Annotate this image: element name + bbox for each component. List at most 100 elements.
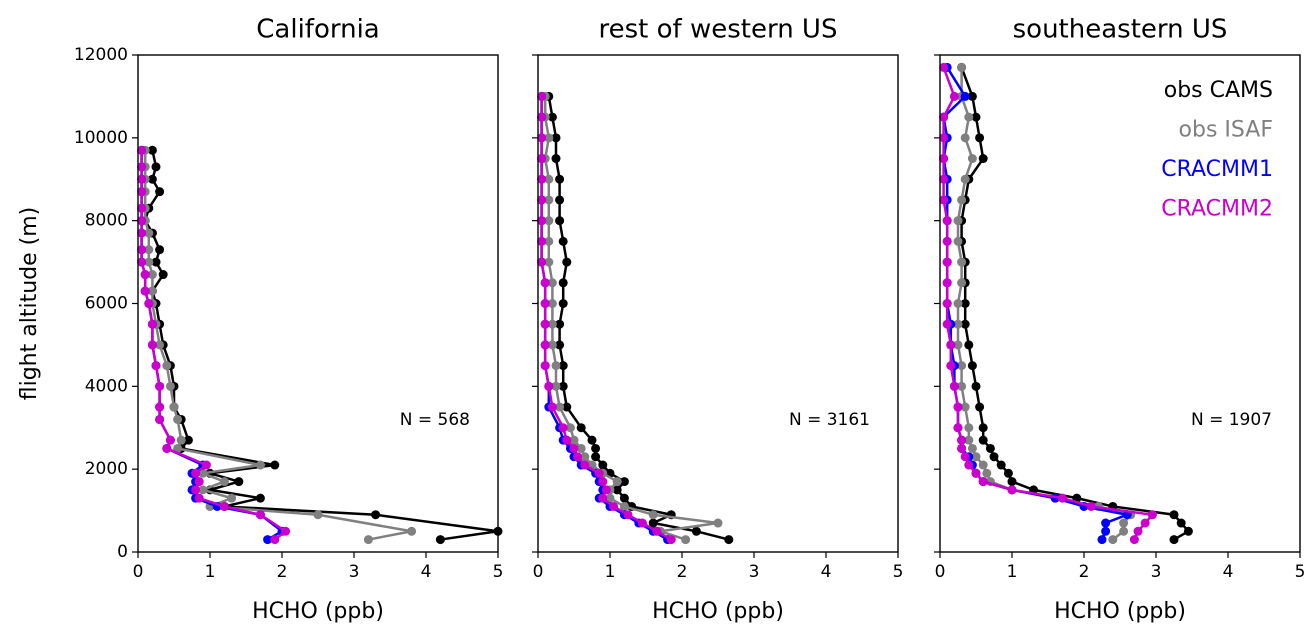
profile-point (960, 299, 970, 308)
profile-point (591, 443, 601, 453)
profile-point (953, 319, 963, 329)
profile-point (971, 452, 981, 462)
profile-point (982, 468, 992, 478)
profile-point (1108, 535, 1118, 545)
profile-point (137, 203, 147, 213)
profile-point (147, 145, 157, 155)
profile-point (1101, 526, 1111, 536)
profile-point (1003, 468, 1013, 478)
profile-point (971, 112, 981, 122)
profile-point (191, 468, 201, 478)
profile-point (1140, 518, 1150, 528)
profile-point (140, 270, 150, 280)
profile-point (623, 510, 633, 520)
profile-point (724, 535, 734, 545)
profile-point (949, 381, 959, 391)
profile-point (544, 257, 554, 267)
profile-point (255, 493, 265, 503)
profile-point (939, 62, 949, 72)
y-tick-label: 10000 (74, 128, 128, 148)
profile-point (270, 535, 280, 545)
profile-point (137, 145, 147, 155)
profile-point (173, 414, 183, 424)
profile-point (964, 423, 974, 433)
profile-point (949, 91, 959, 101)
profile-point (537, 91, 547, 101)
profile-point (1183, 526, 1193, 536)
axes-frame (939, 54, 1301, 553)
profile-point (544, 381, 554, 391)
profile-point (576, 423, 586, 433)
annotation: N = 1907 (1191, 410, 1272, 430)
profile-point (537, 257, 547, 267)
profile-point (155, 245, 165, 255)
profile-point (957, 381, 967, 391)
profile-point (619, 501, 629, 511)
profile-point (953, 216, 963, 226)
profile-point (137, 174, 147, 184)
profile-point (137, 216, 147, 226)
profile-point (544, 216, 554, 226)
y-tick-label: 0 (117, 542, 128, 562)
profile-point (151, 162, 161, 172)
profile-point (555, 340, 565, 350)
profile-point (939, 112, 949, 122)
profile-point (537, 174, 547, 184)
profile-point (1147, 510, 1157, 520)
profile-point (144, 257, 154, 267)
profile-point (219, 477, 229, 487)
profile-point (562, 402, 572, 412)
legend-entry: obs ISAF (1179, 118, 1273, 143)
profile-point (967, 91, 977, 101)
profile-point (137, 187, 147, 197)
profile-line (143, 150, 412, 541)
profile-point (964, 435, 974, 445)
x-tick-label: 0 (133, 562, 144, 582)
profile-point (555, 174, 565, 184)
profile-point (565, 423, 575, 433)
profile-point (165, 435, 175, 445)
profile-point (569, 443, 579, 453)
profile-point (562, 435, 572, 445)
x-tick-label: 1 (205, 562, 216, 582)
profile-point (537, 216, 547, 226)
profile-point (953, 423, 963, 433)
axes-frame (537, 54, 899, 553)
profile-point (960, 133, 970, 143)
profile-point (281, 526, 291, 536)
profile-point (407, 526, 417, 536)
profile-point (1086, 501, 1096, 511)
profile-point (978, 154, 988, 164)
profile-point (989, 452, 999, 462)
profile-point (587, 435, 597, 445)
profile-point (540, 340, 550, 350)
profile-point (666, 535, 676, 545)
profile-line (547, 96, 730, 541)
profile-point (598, 493, 608, 503)
profile-point (619, 493, 629, 503)
profile-point (547, 340, 557, 350)
profile-point (612, 485, 622, 495)
profile-point (144, 228, 154, 238)
profile-point (151, 361, 161, 371)
x-tick-label: 3 (749, 562, 760, 582)
profile-point (960, 91, 970, 101)
profile-point (580, 452, 590, 462)
panel-title: southeastern US (1013, 15, 1228, 45)
profile-point (967, 361, 977, 371)
profile-point (558, 423, 568, 433)
x-tick-label: 4 (821, 562, 832, 582)
profile-point (1101, 518, 1111, 528)
profile-point (953, 299, 963, 308)
profile-point (1119, 518, 1129, 528)
profile-point (975, 133, 985, 143)
profile-point (598, 460, 608, 470)
profile-point (165, 381, 175, 391)
profile-point (191, 485, 201, 495)
profile-point (960, 452, 970, 462)
x-tick-label: 4 (421, 562, 432, 582)
profile-point (198, 485, 208, 495)
profile-point (1097, 535, 1107, 545)
profile-point (144, 245, 154, 255)
